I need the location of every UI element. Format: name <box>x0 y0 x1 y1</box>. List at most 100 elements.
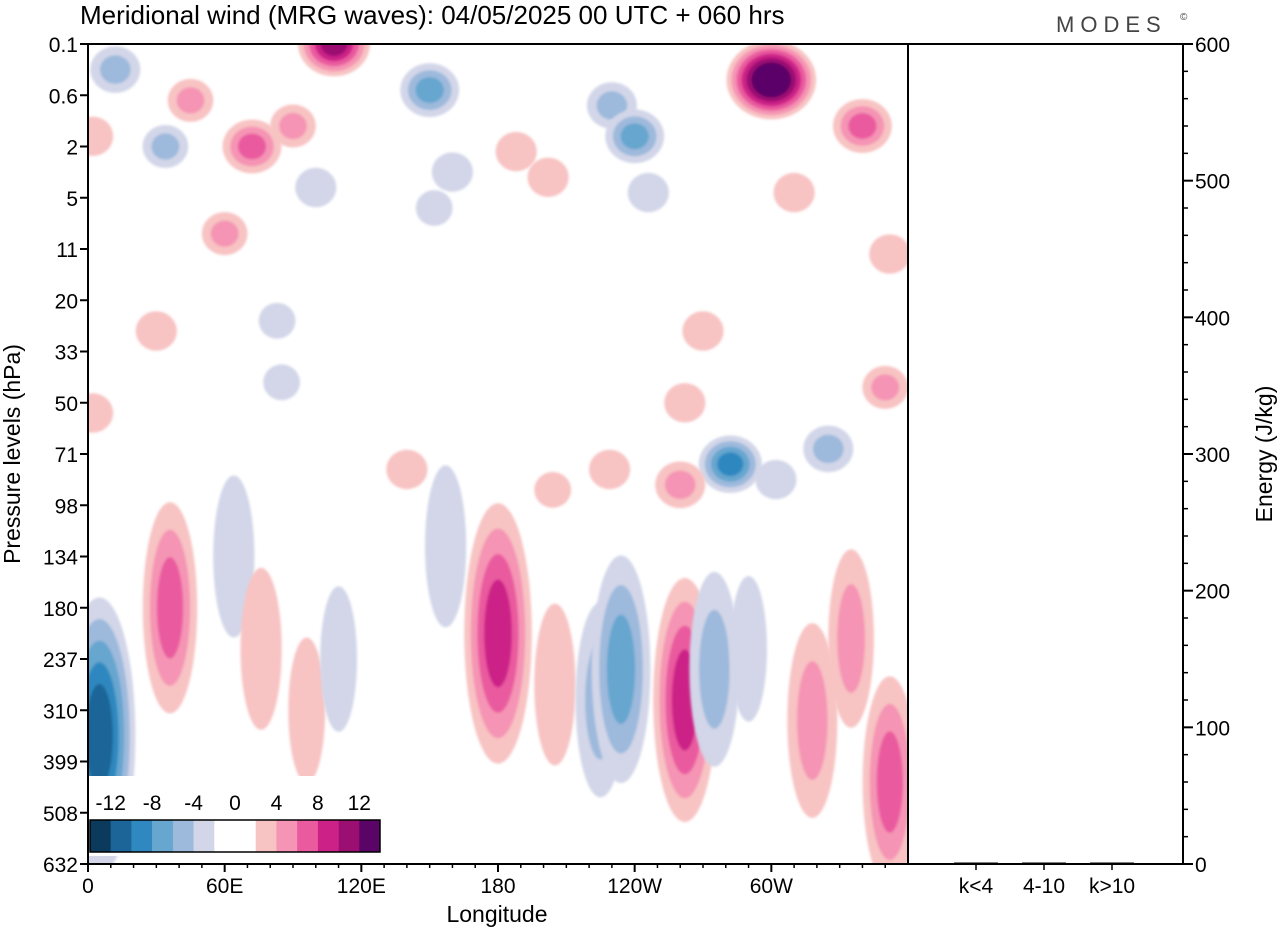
contour-cell <box>627 172 669 213</box>
contour-band <box>756 66 787 93</box>
contour-band <box>837 584 865 693</box>
energy-panel: 0 100 200 300 400 500 600 k<4 4-10 k>10 <box>954 34 1230 898</box>
contour-band <box>773 172 815 213</box>
contour-cell <box>295 167 337 208</box>
colorbar-swatch <box>235 820 256 852</box>
contour-band <box>495 131 537 172</box>
x-tick-label: 60E <box>206 875 243 898</box>
contour-cell <box>726 44 817 120</box>
x-tick-label: 60W <box>750 875 793 898</box>
contour-cell <box>527 157 569 197</box>
colorbar-swatch <box>276 820 298 852</box>
contour-band <box>664 470 696 499</box>
y-axis-label: Pressure levels (hPa) <box>0 344 25 564</box>
energy-category-label: 4-10 <box>1023 875 1065 898</box>
contour-band <box>699 609 730 729</box>
contour-cell <box>833 99 892 153</box>
contour-band <box>415 77 444 103</box>
colorbar-frame <box>89 819 381 853</box>
contour-cell <box>655 461 706 509</box>
energy-tick-label: 100 <box>1195 717 1230 740</box>
energy-plot-frame <box>907 43 1184 865</box>
energy-bar <box>1090 862 1134 864</box>
colorbar-swatch <box>172 820 194 852</box>
contour-cell <box>258 302 296 339</box>
contour-band <box>534 472 572 508</box>
contour-band <box>527 157 569 197</box>
contour-band <box>596 91 628 120</box>
y-tick-label: 508 <box>43 803 78 826</box>
colorbar-swatch <box>90 820 111 852</box>
energy-bar <box>1022 862 1066 864</box>
contour-cell <box>605 109 665 164</box>
colorbar-label: 0 <box>229 792 241 815</box>
contour-cell <box>534 472 572 508</box>
contour-cell <box>589 449 631 490</box>
y-tick-label: 310 <box>43 700 78 723</box>
contour-band <box>682 311 724 351</box>
x-tick-label: 0 <box>82 875 94 898</box>
contour-band <box>848 113 877 139</box>
y-tick-label: 5 <box>66 188 78 211</box>
x-tick-label: 180 <box>480 875 515 898</box>
contour-cell <box>698 435 762 493</box>
colorbar-swatch <box>338 820 360 852</box>
contour-cell <box>201 212 248 256</box>
modes-logo: MODES <box>1056 12 1167 37</box>
contour-cell <box>495 131 537 172</box>
contour-band <box>135 311 177 351</box>
y-tick-label: 0.1 <box>49 34 78 57</box>
contour-cell <box>591 555 651 784</box>
colorbar-label: 4 <box>271 792 283 815</box>
colorbar-swatch <box>131 820 153 852</box>
contour-band <box>534 603 576 766</box>
contour-cell <box>142 125 189 168</box>
contour-cell <box>240 567 282 730</box>
contour-band <box>240 567 282 730</box>
contour-cell <box>167 78 214 122</box>
contour-cell <box>90 46 141 93</box>
contour-band <box>415 190 453 226</box>
contour-cell <box>270 104 316 148</box>
contour-cell <box>142 502 198 714</box>
contour-cell <box>425 465 467 628</box>
y-tick-label: 98 <box>55 495 78 518</box>
contour-cell <box>298 44 370 77</box>
contour-cell <box>869 234 908 274</box>
y-tick-label: 50 <box>55 393 78 416</box>
colorbar-label: -8 <box>143 792 162 815</box>
contour-band <box>258 302 296 339</box>
contour-band <box>589 449 631 490</box>
energy-tick-label: 600 <box>1195 34 1230 57</box>
contour-cell <box>862 365 908 409</box>
y-tick-label: 2 <box>66 137 78 160</box>
colorbar-label: -12 <box>96 792 126 815</box>
colorbar-swatch <box>297 820 319 852</box>
contour-band <box>869 234 908 274</box>
contour-cell <box>386 449 428 490</box>
logo-mark: © <box>1180 12 1188 23</box>
contour-cell <box>464 503 532 764</box>
contour-band <box>431 152 473 192</box>
contour-band <box>237 133 267 160</box>
y-tick-label: 71 <box>55 444 78 467</box>
contour-cell <box>755 459 797 500</box>
energy-category-label: k<4 <box>959 875 994 898</box>
energy-tick-label: 500 <box>1195 171 1230 194</box>
contour-cell <box>689 571 740 767</box>
contour-cell <box>787 623 838 818</box>
energy-bar <box>954 862 998 864</box>
colorbar-label: 12 <box>348 792 371 815</box>
chart-title: Meridional wind (MRG waves): 04/05/2025 … <box>80 0 785 30</box>
y-tick-label: 33 <box>55 342 78 365</box>
contour-band <box>100 55 131 84</box>
contour-cell <box>135 311 177 351</box>
colorbar: -12 -8 -4 0 4 8 12 <box>86 776 384 856</box>
colorbar-swatch <box>359 820 381 852</box>
contour-cell <box>828 549 874 728</box>
contour-band <box>606 614 636 724</box>
contour-band <box>755 459 797 500</box>
contour-band <box>813 434 844 464</box>
colorbar-label: -4 <box>184 792 203 815</box>
contour-band <box>88 393 114 433</box>
